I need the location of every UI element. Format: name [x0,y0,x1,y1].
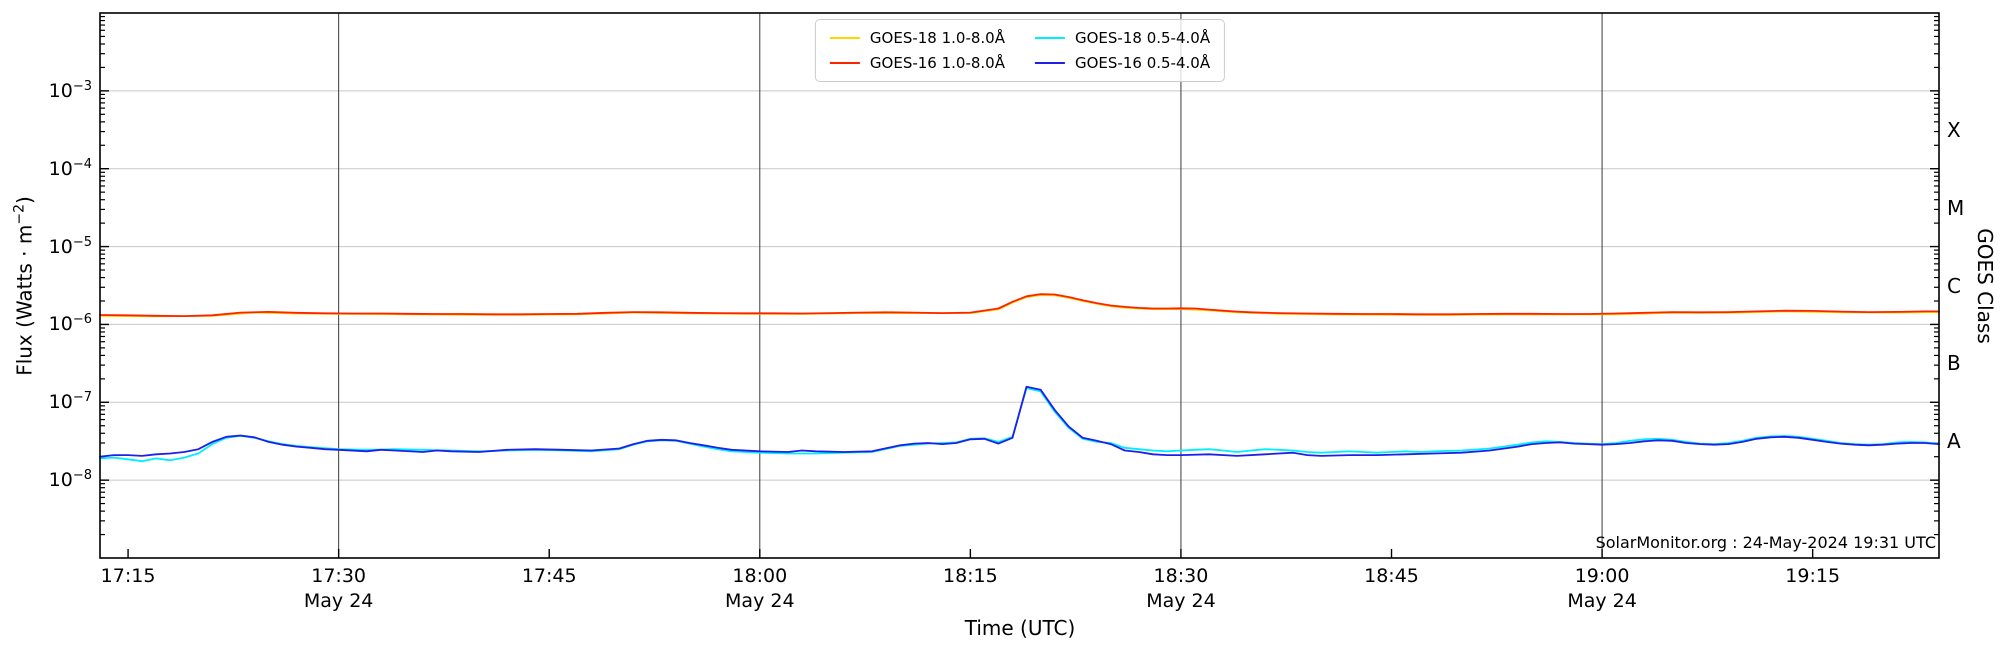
x-axis-label: Time (UTC) [964,616,1076,640]
legend-label: GOES-18 0.5-4.0Å [1075,29,1211,47]
x-tick-label: 19:15 [1785,565,1841,587]
legend-item: GOES-18 1.0-8.0Å [829,29,1005,47]
x-tick-label: 18:30 [1153,565,1209,587]
line-swatch-icon [829,37,860,39]
x-tick-label: 17:30 [311,565,367,587]
line-swatch-icon [829,62,860,64]
legend-label: GOES-18 1.0-8.0Å [869,29,1005,47]
goes-class-axis-label: GOES Class [1973,228,1997,344]
legend-item: GOES-16 0.5-4.0Å [1035,54,1210,72]
x-tick-date-label: May 24 [1146,590,1216,612]
y-tick-label: 10−3 [48,78,92,103]
y-tick-label: 10−6 [48,312,92,336]
goes-class-letter: X [1947,117,1961,142]
axes-spines [99,12,1940,559]
x-tick-date-label: May 24 [303,590,374,612]
line-swatch-icon [1035,37,1065,39]
x-tick-label: 17:45 [521,565,577,587]
x-tick-label: 18:00 [732,565,788,587]
x-tick-label: 19:00 [1574,565,1630,587]
series-line-goes-16-1-0-8-0- [99,293,1940,318]
legend-column-1: GOES-18 1.0-8.0Å GOES-16 1.0-8.0Å [829,29,1005,72]
x-tick-label: 18:45 [1364,565,1419,587]
series-line-goes-18-0-5-4-0- [99,387,1940,463]
x-tick-date-label: May 24 [725,590,795,612]
x-tick-label: 17:15 [100,565,156,587]
goes-class-letter: A [1947,429,1961,454]
line-swatch-icon [1035,62,1065,64]
y-tick-label: 10−4 [48,156,92,180]
goes-class-letter: C [1947,273,1961,298]
legend-item: GOES-16 1.0-8.0Å [829,54,1005,72]
series-line-goes-16-0-5-4-0- [99,385,1940,458]
y-tick-label: 10−7 [48,390,92,414]
y-tick-label: 10−8 [48,468,92,492]
legend-item: GOES-18 0.5-4.0Å [1035,29,1210,47]
goes-class-letter: B [1947,351,1961,376]
y-tick-label: 10−5 [48,234,92,258]
x-tick-date-label: May 24 [1567,590,1637,612]
watermark: SolarMonitor.org : 24-May-2024 19:31 UTC [1595,533,1936,552]
y-axis-label: Flux (Watts · m−2) [11,196,37,376]
legend-label: GOES-16 0.5-4.0Å [1075,54,1211,72]
goes-class-letter: M [1947,195,1965,220]
x-tick-label: 18:15 [942,565,998,587]
legend-column-2: GOES-18 0.5-4.0Å GOES-16 0.5-4.0Å [1035,29,1210,72]
legend: GOES-18 1.0-8.0Å GOES-16 1.0-8.0Å GOES-1… [814,19,1226,82]
legend-label: GOES-16 1.0-8.0Å [869,54,1005,72]
